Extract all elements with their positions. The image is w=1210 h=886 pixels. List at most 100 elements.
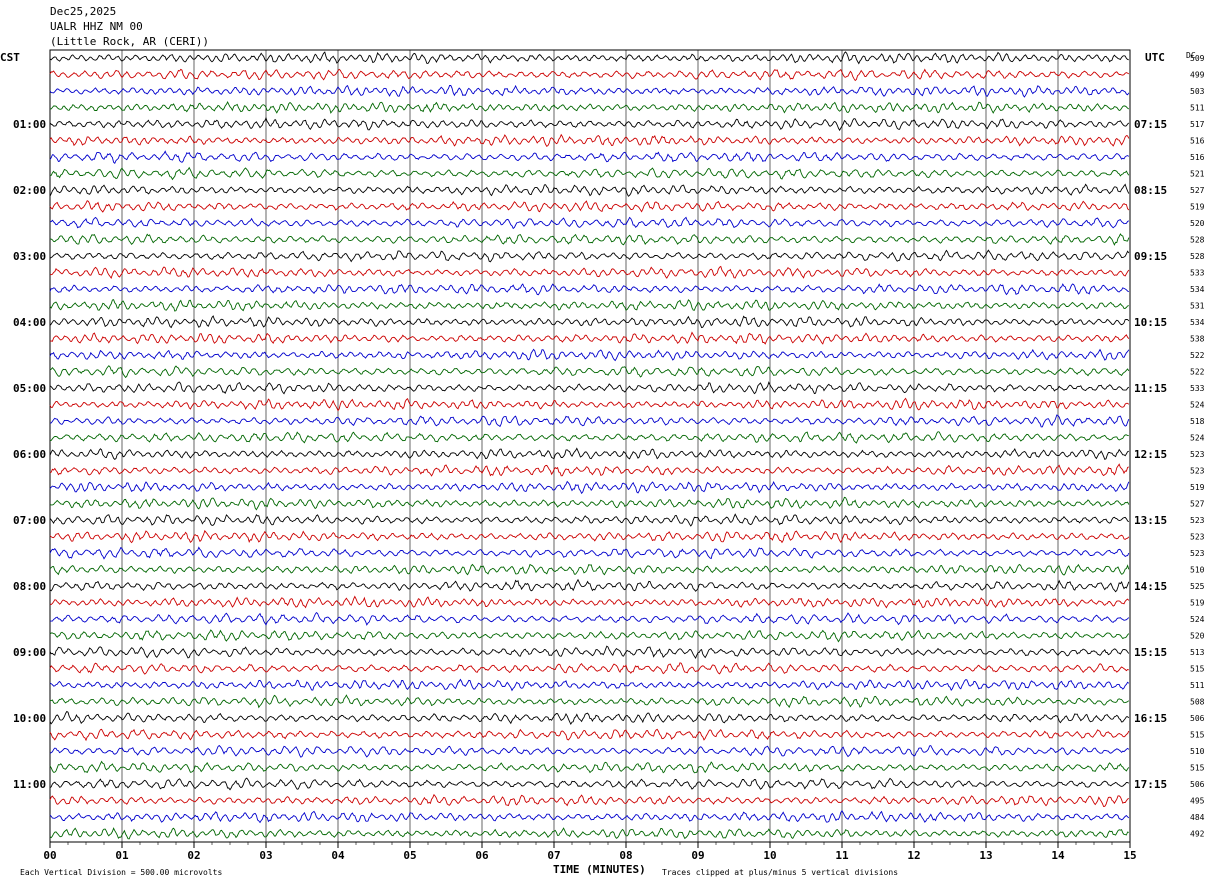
dc-offset-value: 534 <box>1190 318 1205 327</box>
seismic-trace <box>49 249 1130 263</box>
dc-offset-value: 519 <box>1190 203 1205 212</box>
seismic-trace <box>49 348 1130 362</box>
seismic-trace <box>49 166 1130 181</box>
dc-offset-value: 511 <box>1190 104 1205 113</box>
label-group: 00 01 02 03 04 05 06 07 08 09 10 11 12 13 14 15 CST UTC DC… <box>0 51 1205 877</box>
dc-offset-value: 521 <box>1190 170 1205 179</box>
x-tick-label: 00 <box>43 849 56 862</box>
seismic-trace <box>49 827 1129 840</box>
cst-hour-label: 06:00 <box>13 448 46 461</box>
dc-offset-value: 509 <box>1190 54 1205 63</box>
cst-hour-label: 03:00 <box>13 250 46 263</box>
seismic-trace <box>49 480 1130 495</box>
x-tick-label: 09 <box>691 849 704 862</box>
seismic-trace <box>50 611 1130 626</box>
seismic-trace <box>49 662 1129 675</box>
station-label: UALR HHZ NM 00 <box>50 20 143 33</box>
dc-offset-value: 527 <box>1190 500 1205 509</box>
dc-offset-value: 515 <box>1190 764 1205 773</box>
seismic-trace <box>49 710 1130 726</box>
dc-offset-value: 516 <box>1190 137 1205 146</box>
dc-offset-value: 515 <box>1190 665 1205 674</box>
seismic-trace <box>49 84 1130 98</box>
dc-offset-value: 524 <box>1190 434 1205 443</box>
dc-offset-value: 523 <box>1190 516 1205 525</box>
seismic-trace <box>49 265 1130 279</box>
dc-offset-value: 523 <box>1190 549 1205 558</box>
right-axis-label: UTC <box>1145 51 1165 64</box>
x-axis-label: TIME (MINUTES) <box>553 863 646 876</box>
seismic-trace <box>50 100 1130 114</box>
dc-offset-value: 510 <box>1190 566 1205 575</box>
x-tick-label: 04 <box>331 849 345 862</box>
x-tick-label: 13 <box>979 849 992 862</box>
seismic-trace <box>49 513 1130 527</box>
dc-offset-value: 534 <box>1190 285 1205 294</box>
dc-offset-value: 515 <box>1190 731 1205 740</box>
seismic-trace <box>49 299 1129 312</box>
seismic-trace <box>49 381 1130 395</box>
dc-offset-value: 503 <box>1190 87 1205 96</box>
seismic-trace <box>49 431 1129 444</box>
dc-offset-value: 513 <box>1190 648 1205 657</box>
plot-frame <box>49 49 1131 843</box>
seismic-trace <box>49 645 1130 660</box>
cst-hour-label: 05:00 <box>13 382 46 395</box>
dc-offset-value: 506 <box>1190 714 1205 723</box>
dc-offset-value: 520 <box>1190 219 1205 228</box>
seismic-trace <box>49 595 1130 609</box>
x-tick-label: 15 <box>1123 849 1136 862</box>
x-tick-label: 07 <box>547 849 560 862</box>
dc-offset-value: 524 <box>1190 615 1205 624</box>
seismic-trace <box>49 365 1130 379</box>
seismic-trace <box>49 283 1130 296</box>
seismic-trace <box>49 463 1130 477</box>
x-tick-label: 03 <box>259 849 272 862</box>
cst-hour-label: 09:00 <box>13 646 46 659</box>
seismic-trace <box>49 578 1130 593</box>
x-tick-label: 10 <box>763 849 776 862</box>
cst-hour-label: 04:00 <box>13 316 46 329</box>
cst-hour-label: 08:00 <box>13 580 46 593</box>
plot-grid <box>49 49 1131 848</box>
dc-offset-value: 520 <box>1190 632 1205 641</box>
cst-hour-label: 07:00 <box>13 514 46 527</box>
dc-offset-value: 527 <box>1190 186 1205 195</box>
cst-hour-label: 10:00 <box>13 712 46 725</box>
footer-scale-note: Each Vertical Division = 500.00 microvol… <box>20 868 222 877</box>
seismic-trace <box>49 529 1130 544</box>
x-tick-label: 12 <box>907 849 920 862</box>
seismic-trace <box>49 397 1130 412</box>
seismic-trace <box>50 694 1130 709</box>
dc-offset-value: 516 <box>1190 153 1205 162</box>
dc-offset-value: 519 <box>1190 483 1205 492</box>
seismic-trace <box>49 678 1130 692</box>
seismic-trace <box>49 728 1130 742</box>
seismic-trace <box>49 183 1130 197</box>
utc-hour-label: 11:15 <box>1134 382 1167 395</box>
dc-offset-value: 499 <box>1190 71 1205 80</box>
cst-hour-label: 01:00 <box>13 118 46 131</box>
utc-hour-label: 14:15 <box>1134 580 1167 593</box>
left-axis-label: CST <box>0 51 20 64</box>
utc-hour-label: 07:15 <box>1134 118 1167 131</box>
dc-offset-value: 523 <box>1190 450 1205 459</box>
seismic-trace <box>49 563 1130 576</box>
chart-header: Dec25,2025 UALR HHZ NM 00 (Little Rock, … <box>50 4 209 49</box>
dc-offset-value: 523 <box>1190 467 1205 476</box>
dc-offset-value: 519 <box>1190 599 1205 608</box>
utc-hour-label: 08:15 <box>1134 184 1167 197</box>
dc-offset-value: 533 <box>1190 384 1205 393</box>
x-tick-label: 05 <box>403 849 416 862</box>
location-label: (Little Rock, AR (CERI)) <box>50 35 209 48</box>
dc-offset-value: 531 <box>1190 302 1205 311</box>
utc-hour-label: 12:15 <box>1134 448 1167 461</box>
seismic-trace <box>49 777 1130 791</box>
x-tick-label: 14 <box>1051 849 1065 862</box>
seismic-trace <box>49 331 1130 345</box>
dc-offset-value: 533 <box>1190 269 1205 278</box>
seismic-trace <box>49 116 1130 132</box>
footer-clip-note: Traces clipped at plus/minus 5 vertical … <box>662 868 898 877</box>
dc-offset-value: 495 <box>1190 797 1205 806</box>
